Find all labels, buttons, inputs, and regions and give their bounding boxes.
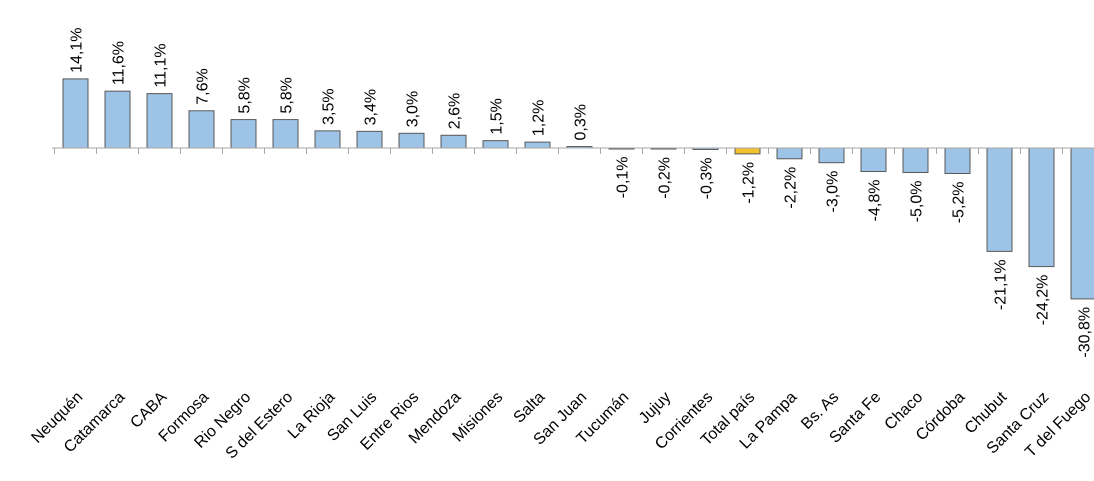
bar	[902, 147, 929, 173]
bar-data-label: 3,5%	[321, 88, 338, 124]
bar-data-label: -1,2%	[741, 162, 758, 204]
bar	[356, 130, 383, 149]
bar-data-label: 5,8%	[237, 77, 254, 113]
bar-data-label: -30,8%	[1077, 307, 1094, 358]
bar-data-label: 7,6%	[195, 68, 212, 104]
data-labels-layer: 14,1% 11,6% 11,1% 7,6% 5,8% 5,8% 3,5% 3,4% 3,0% 2…	[69, 28, 1094, 358]
category-label: Salta	[511, 389, 549, 427]
bar	[818, 147, 845, 164]
bar-data-label: -5,0%	[909, 181, 926, 223]
bar-data-label: 1,5%	[489, 98, 506, 134]
axis-layer	[52, 147, 1094, 154]
bar	[1070, 147, 1094, 300]
bar-data-label: 0,3%	[573, 104, 590, 140]
bar	[188, 110, 215, 149]
bars-layer	[62, 78, 1094, 300]
bar	[524, 141, 551, 149]
bar	[230, 119, 257, 149]
bar	[860, 147, 887, 173]
bar-data-label: -0,1%	[615, 156, 632, 198]
bar-data-label: 1,2%	[531, 100, 548, 136]
bar-data-label: -0,3%	[699, 157, 716, 199]
bar-data-label: -5,2%	[951, 181, 968, 223]
bar	[986, 147, 1013, 252]
bar	[776, 147, 803, 160]
category-label: Jujuy	[636, 389, 674, 427]
bar	[944, 147, 971, 174]
bar	[146, 93, 173, 149]
bar	[272, 119, 299, 149]
bar-data-label: -24,2%	[1035, 275, 1052, 326]
bar-data-label: -2,2%	[783, 167, 800, 209]
bar	[398, 132, 425, 149]
bar-data-label: 3,0%	[405, 91, 422, 127]
bar	[62, 78, 89, 149]
bar	[314, 130, 341, 149]
bar-data-label: 2,6%	[447, 93, 464, 129]
bar	[104, 90, 131, 149]
bar-data-label: -21,1%	[993, 259, 1010, 310]
bar	[734, 147, 761, 155]
bar	[482, 140, 509, 149]
bar-data-label: 11,6%	[111, 41, 128, 85]
bar-data-label: 11,1%	[153, 43, 170, 87]
bar-data-label: -4,8%	[867, 180, 884, 222]
bar-data-label: 14,1%	[69, 28, 86, 73]
bar	[440, 134, 467, 149]
bar-data-label: -0,2%	[657, 157, 674, 199]
bar-data-label: 3,4%	[363, 89, 380, 125]
bar-data-label: -3,0%	[825, 171, 842, 213]
bar	[1028, 147, 1055, 268]
bar-data-label: 5,8%	[279, 77, 296, 113]
